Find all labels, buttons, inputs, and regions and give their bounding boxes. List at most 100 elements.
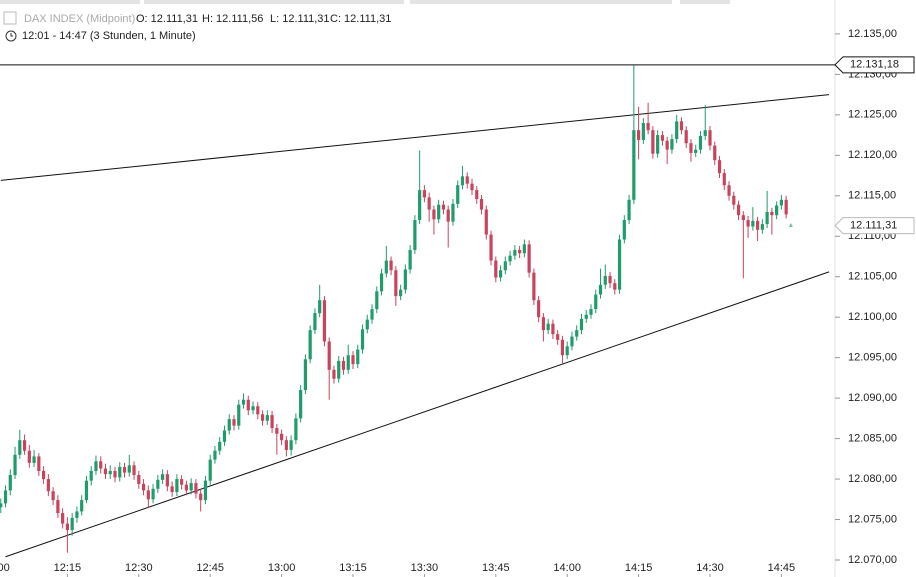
candle-body [556, 334, 560, 340]
x-tick-label: 14:30 [696, 562, 724, 574]
candle-body [37, 456, 41, 471]
candle-body [532, 272, 536, 301]
candle-body [379, 273, 384, 292]
last-price-label: 12.111,31 [850, 220, 897, 232]
candle-body [180, 479, 184, 485]
x-tick-label: 13:45 [482, 562, 510, 574]
y-tick-label: 12.135,00 [848, 28, 897, 40]
y-tick-label: 12.100,00 [848, 311, 897, 323]
candle-body [503, 261, 507, 271]
candle-body [598, 284, 603, 295]
candle-body [327, 341, 331, 370]
candle-body [732, 195, 736, 205]
candle-body [46, 479, 50, 492]
candle-body [665, 140, 669, 150]
trendline [5, 271, 830, 558]
toggle-box[interactable] [3, 11, 17, 25]
candle-body [232, 419, 236, 426]
candle-body [741, 215, 745, 221]
candle-body [646, 122, 650, 131]
candle-body [632, 130, 636, 200]
candle-body [565, 346, 569, 356]
candle-body [8, 475, 12, 491]
candle-body [622, 220, 626, 240]
y-tick-label: 12.105,00 [848, 271, 897, 283]
candle-body [656, 135, 660, 154]
candle-body [18, 440, 22, 455]
candle-body [717, 160, 722, 174]
y-tick-label: 12.075,00 [848, 513, 897, 525]
candle-body [199, 493, 203, 501]
candle-body [679, 121, 684, 131]
candle-body [589, 309, 593, 315]
candle-body [375, 291, 379, 310]
candle-body [446, 209, 450, 222]
ohlc-open: O: 12.111,31 [136, 13, 198, 25]
candle-body [70, 517, 74, 531]
candle-body [165, 474, 169, 487]
y-tick-label: 12.120,00 [848, 149, 897, 161]
candle-body [513, 250, 517, 256]
candle-body [394, 270, 398, 297]
candle-body [118, 466, 122, 478]
candle-body [789, 225, 793, 227]
candle-body [175, 479, 179, 493]
candle-body [537, 300, 541, 318]
y-tick-label: 12.070,00 [848, 554, 897, 566]
candle-body [260, 414, 265, 421]
candle-body [113, 470, 117, 478]
candle-body [613, 283, 617, 290]
candle-body [313, 313, 317, 331]
y-tick-label: 12.080,00 [848, 473, 897, 485]
candle-body [713, 145, 717, 161]
candle-body [660, 135, 664, 141]
candle-body [541, 317, 545, 331]
candle-body [337, 360, 341, 379]
instrument: DAX INDEX (Midpoint) [24, 13, 135, 25]
candle-body [546, 323, 550, 331]
candle-body [194, 483, 198, 494]
candle-body [418, 190, 422, 221]
candle-body [408, 250, 412, 270]
candle-body [575, 330, 579, 337]
candle-body [299, 390, 303, 419]
candle-body [608, 275, 612, 284]
candle-body [584, 314, 588, 319]
candle-body [308, 330, 312, 360]
candle-body [132, 465, 136, 476]
candle-body [736, 204, 741, 216]
candle-body [551, 323, 555, 335]
candle-body [151, 488, 155, 500]
candle-body [213, 450, 217, 460]
candle-body [332, 369, 336, 379]
candle-body [708, 130, 712, 146]
candle-body [389, 260, 393, 271]
candle-body [694, 149, 698, 153]
candle-body [318, 300, 322, 314]
x-tick-label: 14:45 [768, 562, 796, 574]
candle-body [42, 470, 46, 480]
candle-body [65, 523, 69, 531]
time-range: 12:01 - 14:47 (3 Stunden, 1 Minute) [22, 30, 196, 42]
candle-body [237, 404, 241, 426]
candle-body [384, 260, 388, 274]
candle-body [99, 461, 103, 469]
candle-body [508, 255, 512, 262]
candle-body [208, 459, 212, 481]
y-tick-label: 12.125,00 [848, 109, 897, 121]
candle-body [489, 234, 493, 261]
candle-body [365, 319, 369, 330]
candle-body [784, 199, 788, 215]
candle-body [370, 309, 374, 320]
candle-body [579, 318, 584, 331]
candle-body [22, 440, 27, 451]
candle-body [270, 415, 274, 429]
candle-body [122, 466, 127, 473]
x-tick-label: 13:00 [268, 562, 296, 574]
candle-body [218, 441, 222, 451]
candle-body [422, 190, 426, 198]
candle-body [651, 130, 655, 154]
candle-body [427, 197, 431, 210]
x-tick-label: 12:30 [125, 562, 153, 574]
